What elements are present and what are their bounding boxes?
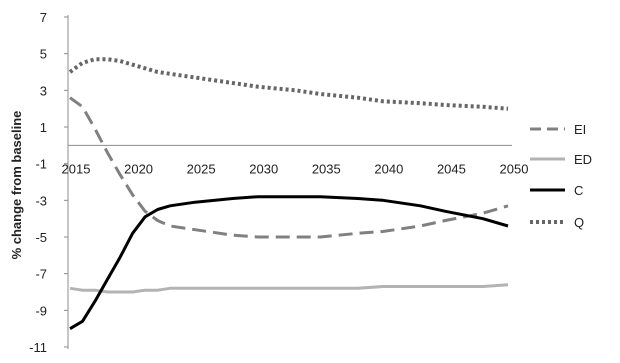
legend-label-q: Q	[574, 215, 584, 230]
x-tick-labels: 2015 2020 2025 2030 2035 2040 2045 2050	[62, 161, 529, 176]
legend-label-c: C	[574, 183, 583, 198]
series-line-q	[68, 57, 509, 111]
legend: EI ED C Q	[530, 122, 592, 230]
x-tick-label: 2030	[249, 161, 278, 176]
legend-label-ed: ED	[574, 152, 592, 167]
y-tick-label: -3	[35, 193, 47, 208]
y-tick-label: -9	[35, 303, 47, 318]
x-tick-label: 2045	[437, 161, 466, 176]
legend-label-ei: EI	[574, 122, 586, 137]
x-tick-label: 2050	[500, 161, 529, 176]
y-tick-label: -1	[35, 157, 47, 172]
series-line-ei	[69, 96, 509, 239]
y-tick-label: 5	[40, 47, 47, 62]
y-tick-label: -5	[35, 230, 47, 245]
x-tick-label: 2040	[374, 161, 403, 176]
y-tick-label: 3	[40, 83, 47, 98]
series-line-ed	[69, 283, 509, 294]
y-tick-labels: 7 5 3 1 -1 -3 -5 -7 -9 -11	[29, 10, 68, 355]
x-tick-label: 2025	[187, 161, 216, 176]
series-lines	[68, 57, 509, 330]
y-tick-label: -11	[29, 340, 47, 355]
x-tick-label: 2020	[124, 161, 153, 176]
chart-axes	[67, 15, 512, 349]
x-tick-label: 2015	[62, 161, 91, 176]
x-tick-label: 2035	[312, 161, 341, 176]
series-line-c	[69, 195, 509, 330]
y-tick-label: 1	[40, 120, 47, 135]
y-tick-label: -7	[35, 267, 47, 282]
y-axis-label: % change from baseline	[9, 111, 24, 260]
y-tick-label: 7	[40, 10, 47, 25]
